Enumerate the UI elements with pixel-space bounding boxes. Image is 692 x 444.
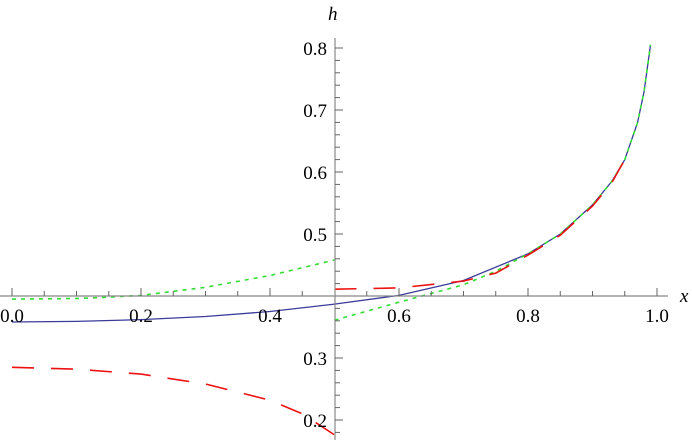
x-axis-label: x	[679, 286, 689, 307]
y-tick-label: 0.3	[303, 349, 327, 370]
axes: 0.0 0.2 0.4 0.6 0.8 1.0 0.20.30.50.60.70.8 x …	[0, 4, 689, 440]
x-tick-label: 0.6	[387, 306, 411, 327]
y-tick-label: 0.5	[303, 225, 327, 246]
y-ticks: 0.2 0.3 0.5 0.6 0.7 0.8	[303, 39, 343, 433]
y-tick-label: 0.8	[303, 39, 327, 60]
y-tick-label: 0.2	[303, 411, 327, 432]
x-tick-label: 0.0	[0, 306, 24, 327]
series-approximation-dotted-right	[334, 44, 652, 321]
x-ticks: 0.0 0.2 0.4 0.6 0.8 1.0	[0, 288, 669, 327]
series-approximation-dashed-right	[334, 159, 626, 290]
x-tick-label: 0.8	[516, 306, 540, 327]
series-exact	[11, 44, 652, 323]
x-tick-label: 1.0	[645, 306, 669, 327]
series-layer	[11, 44, 652, 436]
y-tick-label: 0.6	[303, 163, 327, 184]
y-tick-label: 0.7	[303, 101, 327, 122]
y-axis-label: h	[328, 4, 338, 25]
series-approximation-dashed-left	[11, 366, 335, 436]
x-tick-label: 0.2	[129, 306, 153, 327]
x-tick-label: 0.4	[258, 306, 282, 327]
